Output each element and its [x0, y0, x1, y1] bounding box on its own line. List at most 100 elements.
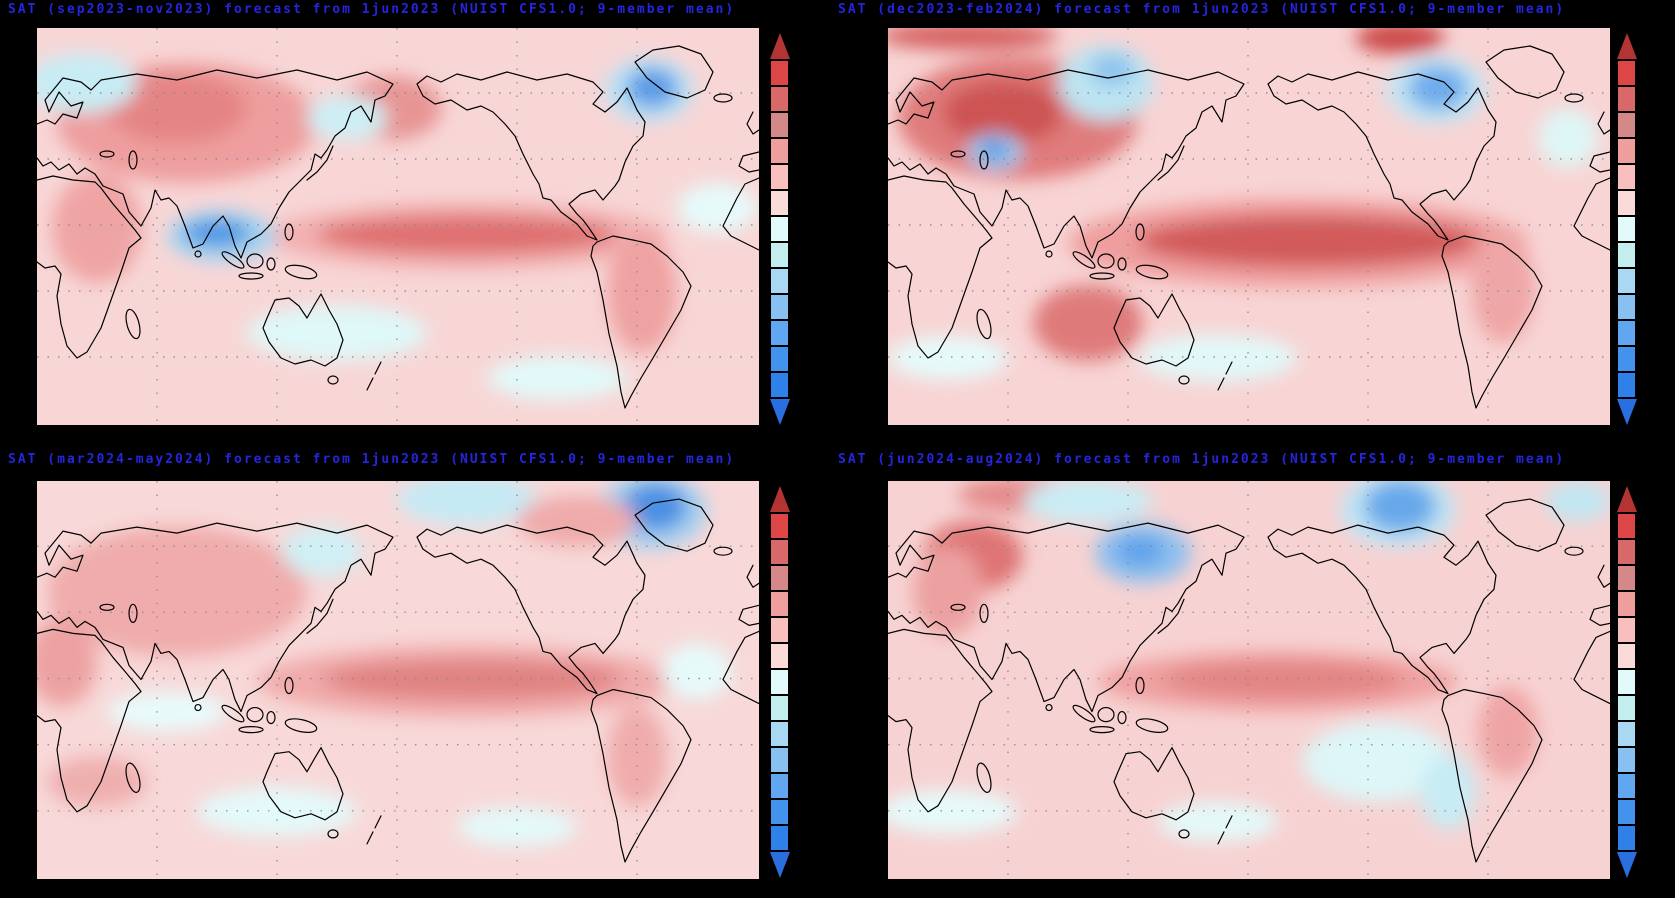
- colorbar-segment: [771, 694, 788, 720]
- anomaly-greenland-warm: [1355, 28, 1445, 54]
- colorbar-up-arrow: [1616, 486, 1637, 512]
- colorbar-segment: [1618, 798, 1635, 824]
- anomaly-north-atlantic-cool-core: [626, 68, 678, 108]
- colorbar-segment: [771, 538, 788, 564]
- anomaly-siberia-coast-warm: [888, 28, 1058, 50]
- panel-title-dec-feb-2024: SAT (dec2023-feb2024) forecast from 1jun…: [838, 2, 1566, 17]
- anomaly-bering-cool: [397, 481, 537, 526]
- anomaly-south-ocean-pale-cool-1: [197, 786, 357, 837]
- colorbar-segment: [1618, 512, 1635, 538]
- anomaly-el-nino-warm-band: [317, 215, 617, 255]
- colorbar-segment: [771, 111, 788, 137]
- colorbar-segment: [771, 293, 788, 319]
- colorbar-segment: [771, 85, 788, 111]
- colorbar-segment: [771, 189, 788, 215]
- temperature-colorbar-2: [1616, 33, 1637, 425]
- colorbar-segment: [771, 345, 788, 371]
- anomaly-north-atlantic-cool-core: [623, 483, 687, 532]
- anomaly-asia-warm-mild: [47, 526, 307, 657]
- colorbar-segment: [771, 59, 788, 85]
- colorbar-segment: [771, 564, 788, 590]
- anomaly-south-america-warm: [607, 233, 677, 353]
- temperature-colorbar-4: [1616, 486, 1637, 878]
- colorbar-down-arrow: [1616, 399, 1637, 425]
- colorbar-segment: [771, 824, 788, 850]
- anomaly-middle-east-warm: [913, 546, 983, 637]
- colorbar-segment: [1618, 345, 1635, 371]
- colorbar-down-arrow: [1616, 852, 1637, 878]
- anomaly-australia-warm: [1033, 285, 1143, 361]
- anomaly-asia-warm-core: [107, 73, 247, 143]
- anomaly-arctic-cool: [1023, 481, 1153, 524]
- colorbar-up-arrow: [769, 486, 790, 512]
- anomaly-africa-warm: [52, 173, 142, 283]
- anomaly-atlantic-pale-cool: [662, 643, 732, 700]
- colorbar-segment: [771, 267, 788, 293]
- temperature-colorbar-3: [769, 486, 790, 878]
- anomaly-south-america-warm: [607, 706, 667, 807]
- anomaly-south-indian-pale-cool: [888, 336, 1008, 380]
- colorbar-segment: [1618, 371, 1635, 397]
- colorbar-segment: [771, 720, 788, 746]
- anomaly-southern-ocean-pale-cool: [487, 356, 627, 400]
- colorbar-down-arrow: [769, 399, 790, 425]
- colorbar-up-arrow: [769, 33, 790, 59]
- colorbar-segment: [1618, 538, 1635, 564]
- anomaly-el-nino-warm-band: [322, 659, 622, 700]
- anomaly-south-indian-pale-cool: [888, 789, 1018, 834]
- anomaly-ne-asia-cool-core: [1090, 54, 1134, 86]
- anomaly-map-mar-may-2024: [37, 481, 759, 879]
- anomaly-atlantic-pale-cool: [1538, 108, 1598, 168]
- anomaly-africa-warm: [37, 616, 97, 707]
- anomaly-iceland-cool: [1546, 481, 1610, 522]
- colorbar-segment: [771, 163, 788, 189]
- colorbar-segment: [771, 772, 788, 798]
- colorbar-segment: [771, 512, 788, 538]
- temperature-colorbar-1: [769, 33, 790, 425]
- colorbar-segment: [1618, 668, 1635, 694]
- colorbar-segment: [1618, 824, 1635, 850]
- colorbar-segment: [771, 616, 788, 642]
- anomaly-sumatra-cool-core: [183, 219, 251, 247]
- colorbar-segment: [771, 668, 788, 694]
- colorbar-segment: [771, 137, 788, 163]
- colorbar-segment: [771, 371, 788, 397]
- anomaly-indian-ocean-pale-cool: [107, 691, 227, 732]
- colorbar-segment: [1618, 59, 1635, 85]
- anomaly-equatorial-pacific-warm-core: [1163, 661, 1403, 698]
- colorbar-segment: [1618, 720, 1635, 746]
- colorbar-segment: [1618, 319, 1635, 345]
- panel-title-mar-may-2024: SAT (mar2024-may2024) forecast from 1jun…: [8, 452, 736, 467]
- colorbar-segment: [1618, 772, 1635, 798]
- colorbar-segment: [1618, 189, 1635, 215]
- anomaly-map-dec-feb-2024: [888, 28, 1610, 425]
- colorbar-segment: [1618, 85, 1635, 111]
- anomaly-map-jun-aug-2024: [888, 481, 1610, 879]
- anomaly-north-atlantic-cool-core: [1408, 66, 1468, 110]
- colorbar-segment: [771, 319, 788, 345]
- anomaly-north-atlantic-cool-core: [1364, 481, 1436, 533]
- anomaly-tibet-cool-core: [981, 141, 1007, 159]
- colorbar-segment: [1618, 616, 1635, 642]
- colorbar-down-arrow: [769, 852, 790, 878]
- colorbar-segment: [771, 215, 788, 241]
- anomaly-south-pacific-pale-cool: [1158, 801, 1278, 842]
- colorbar-segment: [771, 590, 788, 616]
- colorbar-segment: [1618, 111, 1635, 137]
- anomaly-south-pacific-pale-cool: [247, 305, 427, 361]
- anomaly-atlantic-pale-cool: [677, 183, 757, 233]
- colorbar-segment: [1618, 694, 1635, 720]
- anomaly-se-pacific-pale-cool: [1303, 721, 1453, 802]
- anomaly-south-pacific-pale-cool: [1138, 334, 1298, 382]
- anomaly-asia-warm-dark-core: [943, 81, 1063, 145]
- anomaly-south-ocean-pale-cool-2: [457, 806, 577, 847]
- colorbar-segment: [771, 642, 788, 668]
- anomaly-scandinavia-cool: [37, 53, 137, 113]
- colorbar-segment: [1618, 746, 1635, 772]
- anomaly-canada-warm-mild: [517, 496, 637, 547]
- panel-title-sep-nov-2023: SAT (sep2023-nov2023) forecast from 1jun…: [8, 2, 736, 17]
- anomaly-east-asia-cool: [282, 526, 362, 577]
- anomaly-south-america-warm: [1478, 686, 1538, 777]
- anomaly-el-nino-warm-band: [1138, 215, 1478, 267]
- anomaly-map-sep-nov-2023: [37, 28, 759, 425]
